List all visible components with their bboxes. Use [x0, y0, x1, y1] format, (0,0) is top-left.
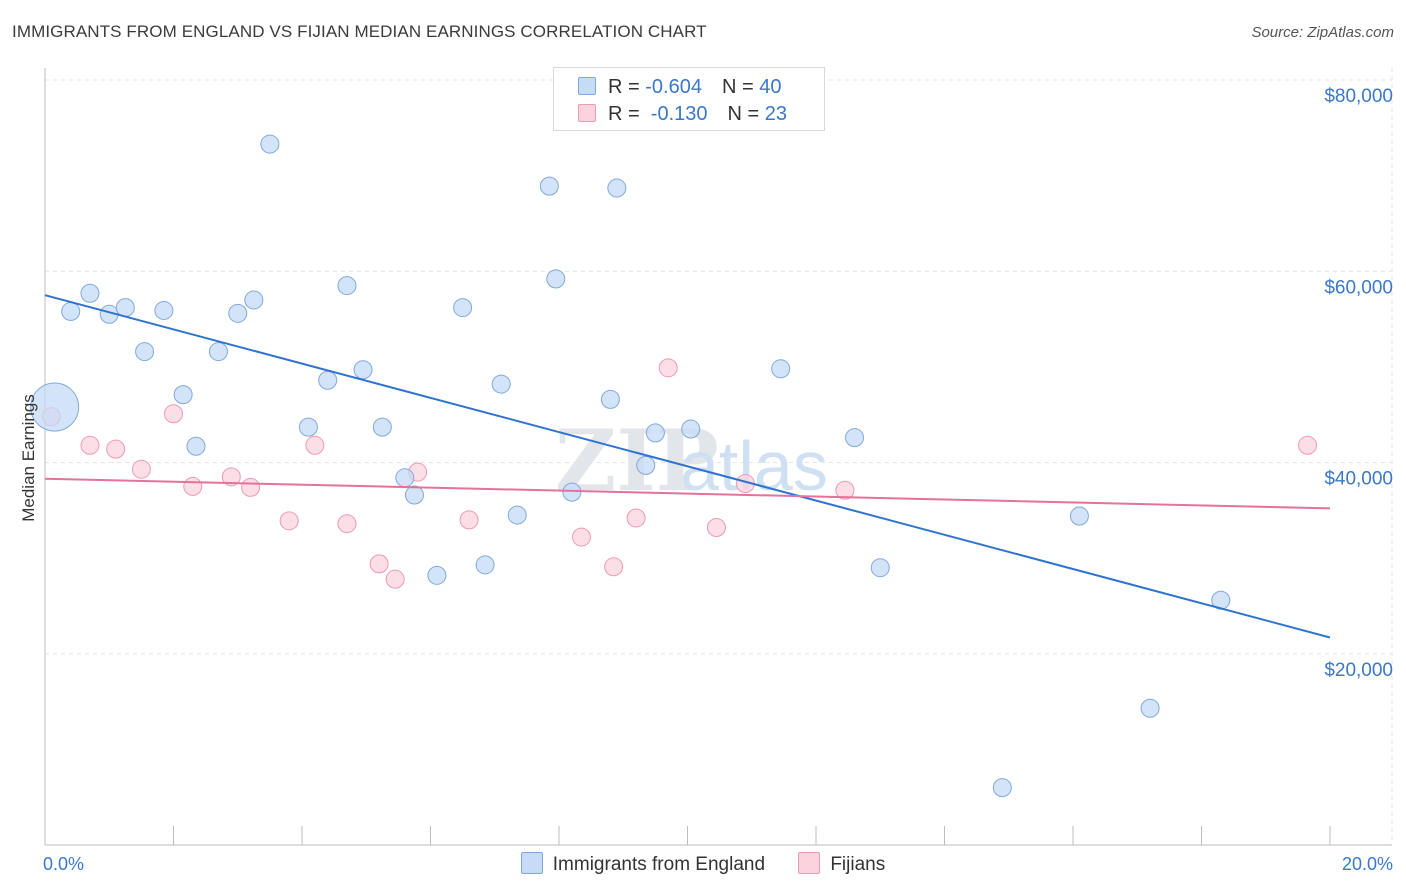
- series-swatch-england: [520, 852, 543, 874]
- england-point: [453, 298, 473, 318]
- england-point: [80, 283, 100, 303]
- legend-n-label: N =: [721, 76, 760, 98]
- series-legend-fijian: Fijians: [798, 852, 885, 876]
- series-label-fijian: Fijians: [830, 854, 886, 875]
- x-tick-label-min: 0.0%: [43, 854, 84, 874]
- england-point: [337, 276, 357, 296]
- source-label: Source: ZipAtlas.com: [1251, 24, 1394, 41]
- england-point: [491, 374, 511, 394]
- england-point: [30, 382, 80, 432]
- watermark-atlas: atlas: [680, 427, 828, 505]
- fijian-point: [305, 435, 325, 455]
- y-tick-label: $80,000: [1324, 86, 1393, 107]
- england-point: [404, 485, 424, 505]
- england-point: [318, 370, 338, 390]
- england-point: [507, 505, 527, 525]
- england-point: [186, 436, 206, 456]
- fijian-point: [279, 511, 299, 531]
- england-point: [61, 301, 81, 321]
- correlation-legend: R = -0.604 N = 40 R = -0.130 N = 23: [553, 67, 825, 131]
- england-point: [208, 342, 228, 362]
- fijian-point: [604, 557, 624, 577]
- england-point: [395, 468, 415, 488]
- legend-r-value-england: -0.604: [645, 76, 702, 98]
- fijian-point: [658, 358, 678, 378]
- legend-row-england: R = -0.604 N = 40: [578, 76, 781, 100]
- trend-lines: [44, 294, 1331, 639]
- england-point: [546, 269, 566, 289]
- legend-n-value-england: 40: [759, 76, 782, 98]
- england-point: [636, 455, 656, 475]
- chart-title: IMMIGRANTS FROM ENGLAND VS FIJIAN MEDIAN…: [12, 22, 707, 41]
- legend-r-label: R =: [608, 103, 646, 125]
- series-label-england: Immigrants from England: [552, 854, 766, 875]
- fijian-point: [835, 480, 855, 500]
- england-point: [607, 178, 627, 198]
- england-point: [992, 778, 1012, 798]
- england-point: [298, 417, 318, 437]
- fijian-point: [183, 476, 203, 496]
- gridlines: [45, 68, 1393, 845]
- legend-n-value-fijian: 23: [764, 103, 788, 125]
- fijian-point: [571, 527, 591, 547]
- legend-swatch-england: [578, 77, 596, 95]
- england-trend-line: [44, 294, 1331, 639]
- y-tick-label: $20,000: [1324, 660, 1393, 681]
- england-point: [1069, 506, 1089, 526]
- fijian-point: [131, 459, 151, 479]
- england-point: [353, 360, 373, 380]
- legend-swatch-fijian: [578, 104, 596, 122]
- y-axis-label: Median Earnings: [19, 394, 38, 522]
- england-point: [260, 134, 280, 154]
- fijian-point: [626, 508, 646, 528]
- axis-labels: $20,000 $40,000 $60,000 $80,000 0.0% 20.0% Med…: [19, 86, 1393, 874]
- fijian-point: [337, 514, 357, 534]
- england-point: [771, 359, 791, 379]
- england-point: [870, 558, 890, 578]
- legend-r-value-fijian: -0.130: [645, 103, 708, 125]
- legend-r-label: R =: [608, 76, 646, 98]
- fijian-point: [369, 554, 389, 574]
- axes: [44, 68, 1392, 846]
- series-swatch-fijian: [798, 852, 821, 874]
- fijian-point: [164, 404, 183, 424]
- fijian-trend-line: [44, 477, 1331, 510]
- fijian-point: [80, 435, 100, 455]
- fijian-point: [459, 510, 479, 530]
- series-legend-england: Immigrants from England: [520, 852, 766, 876]
- england-point: [645, 423, 665, 443]
- england-point: [244, 290, 264, 310]
- y-tick-label: $60,000: [1324, 277, 1393, 298]
- watermark: ZIP atlas: [555, 411, 828, 510]
- england-point: [1140, 698, 1160, 718]
- legend-n-label: N =: [727, 103, 765, 125]
- england-point: [681, 419, 701, 439]
- england-point: [173, 385, 193, 405]
- fijian-point: [241, 477, 261, 497]
- england-point: [539, 176, 559, 196]
- england-point: [427, 565, 447, 585]
- legend-row-fijian: R = -0.130 N = 23: [578, 103, 787, 127]
- fijian-point: [221, 467, 241, 487]
- england-point: [154, 300, 174, 320]
- england-point: [372, 417, 392, 437]
- england-point: [475, 555, 495, 575]
- fijian-point: [1298, 435, 1318, 455]
- england-points: [30, 134, 1231, 798]
- england-point: [562, 482, 582, 502]
- fijian-point: [706, 518, 726, 538]
- series-legend: Immigrants from England Fijians: [0, 852, 1406, 876]
- x-tick-label-max: 20.0%: [1342, 854, 1393, 874]
- fijian-point: [385, 569, 405, 589]
- y-tick-label: $40,000: [1324, 469, 1393, 490]
- england-point: [845, 428, 865, 448]
- england-point: [135, 342, 155, 362]
- england-point: [228, 303, 248, 323]
- fijian-point: [106, 439, 126, 459]
- england-point: [600, 389, 620, 409]
